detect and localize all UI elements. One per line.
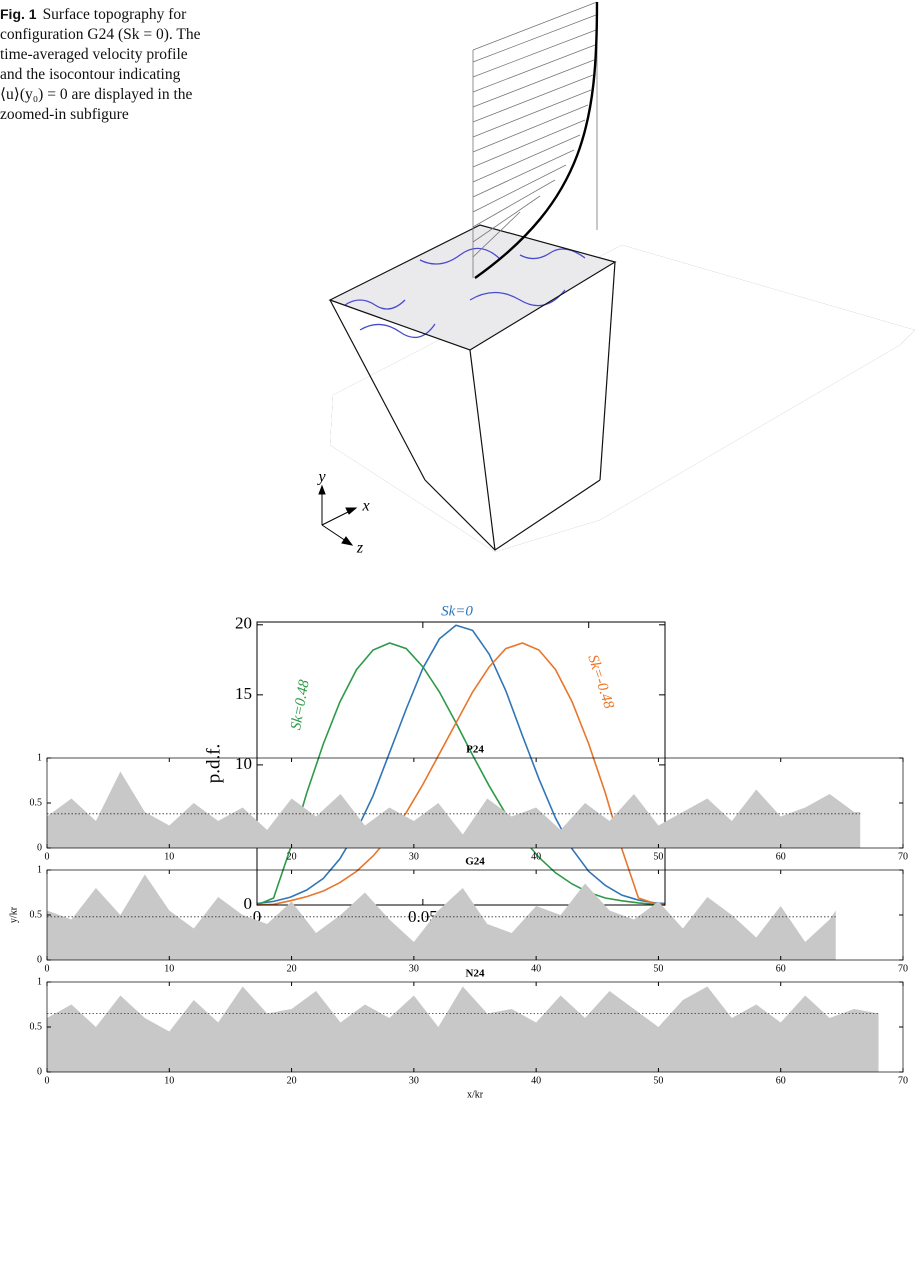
surface-3d: y x z [316, 1, 915, 557]
x-tick-label: 60 [776, 963, 786, 974]
x-tick-label: 40 [531, 1075, 541, 1086]
y-tick-label: 0.5 [30, 1021, 43, 1032]
x-tick-label: 10 [164, 963, 174, 974]
y-tick-label: 0.5 [30, 797, 43, 808]
chart-title: P24 [466, 744, 484, 756]
axis-indicator-label: y [316, 469, 326, 486]
x-tick-label: 0 [45, 963, 50, 974]
y-tick-label: 0.5 [30, 909, 43, 920]
x-tick-label: 20 [287, 963, 297, 974]
chart-title: N24 [466, 968, 485, 980]
profile-area [47, 771, 861, 848]
x-tick-label: 70 [898, 851, 908, 862]
x-tick-label: 10 [164, 1075, 174, 1086]
x-tick-label: 30 [409, 1075, 419, 1086]
x-tick-label: 60 [776, 1075, 786, 1086]
y-tick-label: 1 [37, 864, 42, 875]
y-tick-label: 0 [37, 842, 42, 853]
y-tick-label: 1 [37, 976, 42, 987]
caption-line: Fig. 1 Surface topography for [0, 4, 300, 25]
caption-line: time-averaged velocity profile [0, 46, 188, 63]
caption-line: ⟨u⟩(y₀) = 0 are displayed in the [0, 86, 193, 103]
chart-title: G24 [465, 856, 485, 868]
series-label: Sk=-0.48 [584, 653, 617, 711]
y-axis-label: p.d.f. [203, 744, 224, 784]
x-tick-label: 70 [898, 963, 908, 974]
profile-area [47, 986, 879, 1072]
series-label: Sk=0.48 [288, 678, 313, 731]
axis-indicator-label: z [356, 540, 364, 557]
y-tick-label: 1 [37, 752, 42, 763]
x-tick-label: 0 [45, 851, 50, 862]
x-tick-label: 20 [287, 851, 297, 862]
x-tick-label: 60 [776, 851, 786, 862]
profile-area [47, 874, 836, 960]
caption-line: and the isocontour indicating [0, 66, 181, 83]
pdf-line [256, 624, 666, 905]
caption-line: zoomed-in subfigure [0, 106, 129, 123]
zoom-frame [328, 224, 617, 551]
pdf-line [256, 642, 666, 906]
y-tick-label: 0 [37, 1066, 42, 1077]
y-tick-label: 20 [235, 614, 252, 633]
y-tick-label: 10 [235, 754, 252, 773]
x-tick-label: 20 [287, 1075, 297, 1086]
x-tick-label: 70 [898, 1075, 908, 1086]
x-tick-label: 40 [531, 963, 541, 974]
x-tick-label: 30 [409, 963, 419, 974]
y-axis-label: y/kr [8, 906, 19, 923]
x-tick-label: 30 [409, 851, 419, 862]
y-tick-label: 15 [235, 684, 252, 703]
velocity-profile-plane [472, 1, 598, 278]
x-tick-label: 10 [164, 851, 174, 862]
y-tick-label: 0 [244, 894, 253, 913]
caption-text: Surface topography for [42, 6, 187, 23]
x-tick-label: 40 [531, 851, 541, 862]
caption-line: configuration G24 (Sk = 0). The [0, 26, 201, 43]
x-tick-label: 50 [653, 963, 663, 974]
x-tick-label: 50 [653, 1075, 663, 1086]
velocity-profile [474, 1, 599, 279]
series-label: Sk=0 [441, 603, 473, 619]
y-tick-label: 0 [37, 954, 42, 965]
isocontour [344, 247, 586, 339]
axes-indicator [318, 484, 358, 546]
caption-label: Fig. 1 [0, 6, 37, 22]
x-tick-label: 50 [653, 851, 663, 862]
x-tick-label: 0 [45, 1075, 50, 1086]
axis-indicator-label: x [361, 498, 369, 515]
x-axis-label: x/kr [467, 1089, 484, 1100]
pdf-line [256, 642, 666, 906]
caption: Fig. 1 Surface topography for configurati… [0, 4, 300, 125]
